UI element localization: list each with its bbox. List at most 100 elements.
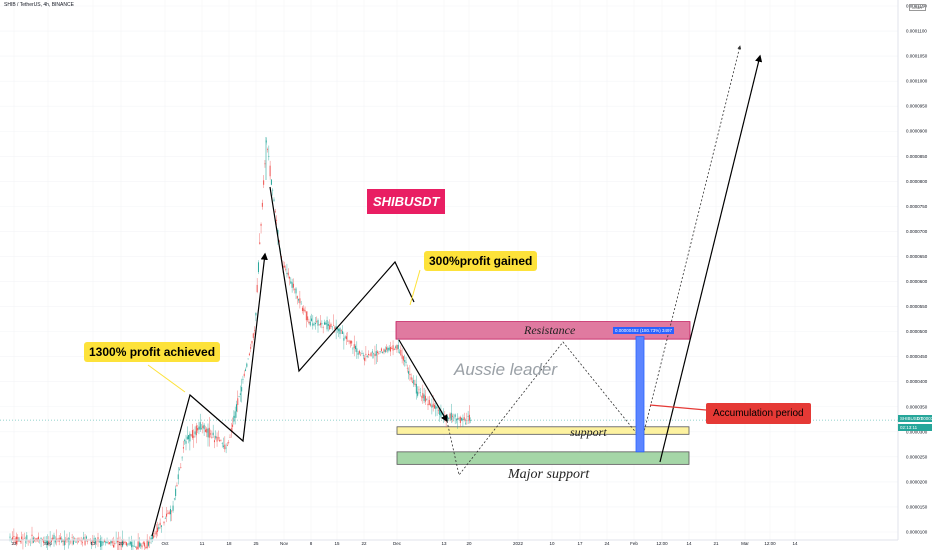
candle [185,441,187,444]
y-tick-label: 0.0000500 [906,329,928,334]
price-tag-symbol: SHIBUSDT [898,415,932,422]
candle [62,540,64,542]
x-tick-label: 12:00 [656,541,668,546]
candle [292,283,294,288]
candle [463,417,465,421]
candle [308,321,310,324]
candle [47,540,49,546]
candle [278,240,280,243]
resistance-label: Resistance [524,323,576,337]
candle [19,540,21,542]
candle [364,357,366,361]
breakout-arrow [659,54,763,463]
candle [113,544,115,548]
y-tick-label: 0.0000550 [906,304,928,309]
candle [287,272,289,276]
candle [72,540,74,545]
candle [466,420,468,421]
candle [304,310,306,312]
candle [356,348,358,353]
candle [53,534,55,540]
candle [48,540,50,544]
candle [327,324,329,326]
x-tick-label: 10 [549,541,555,546]
candle [239,393,241,395]
candle [247,358,249,360]
candle [147,541,149,546]
candle [379,351,381,352]
y-tick-label: 0.0000850 [906,154,928,159]
candle [353,344,355,349]
candle [216,436,218,442]
candle [340,330,342,332]
candle [269,165,271,177]
candle [267,149,269,150]
candle [198,426,200,430]
x-tick-label: 23 [11,541,17,546]
candle [334,327,336,329]
candle [166,513,168,517]
candle [382,351,384,354]
candle [431,405,433,408]
support-label: support [570,425,607,439]
x-tick-label: 17 [577,541,583,546]
candle [321,323,323,325]
candle [272,189,274,191]
candle [467,416,469,417]
candle [83,536,85,540]
candle [336,327,338,330]
candle [305,311,307,321]
candle [97,537,99,542]
candle [153,535,155,538]
candle [188,435,190,440]
x-axis[interactable]: 23 Sep 13 20 Oct 11 18 25 Nov 8 15 22 Dec 13 20 2022 10 1… [0,539,898,546]
profit-300-label: 300%profit gained [424,251,538,271]
candle [344,336,346,338]
candle [338,329,340,332]
x-tick-label: 14 [686,541,692,546]
candle [85,536,87,539]
candle [215,435,217,439]
candle [377,351,379,353]
x-tick-label: Sep [44,541,53,546]
candle [106,541,108,544]
candle [195,425,197,436]
candle [402,356,404,361]
candle [9,536,11,538]
candle [264,163,266,165]
candle [181,457,183,459]
candle [348,340,350,342]
candle [136,546,138,550]
candle [17,536,19,542]
y-axis[interactable]: 0.0001150 0.0001100 0.0001050 0.0001000 0.00… [897,0,928,540]
candle [418,389,420,391]
candle [453,417,455,419]
candle [268,156,270,157]
candle [54,539,56,543]
candle [107,543,109,545]
y-tick-label: 0.0000950 [906,104,928,109]
x-tick-label: 14 [792,541,798,546]
candle [395,346,397,348]
currency-label[interactable]: USDT [909,4,926,11]
candle [211,436,213,438]
candle [299,298,301,304]
candle [179,469,181,471]
candle [34,540,36,542]
candle [190,434,192,436]
candle [137,541,139,549]
candle [109,542,111,545]
candle [78,541,80,543]
zone-major-support [396,451,690,465]
candle [213,440,215,443]
candle [131,542,133,548]
candle [291,282,293,288]
candle [35,538,37,540]
candle [13,535,15,537]
x-tick-label: Oct [161,541,169,546]
candle [144,542,146,547]
symbol-header[interactable]: SHIB / TetherUS, 4h, BINANCE [4,2,74,8]
candle [162,516,164,518]
candle [21,536,23,540]
